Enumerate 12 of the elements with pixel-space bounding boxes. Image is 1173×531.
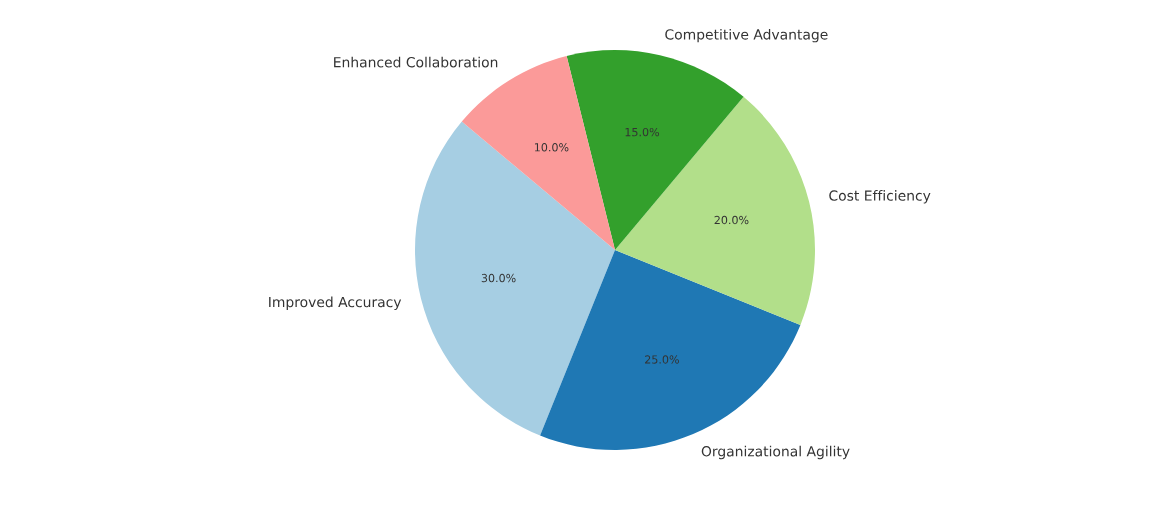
slice-label: Organizational Agility <box>701 445 850 460</box>
data-label: 25.0% <box>645 355 679 364</box>
pie-slice <box>415 121 615 436</box>
slice-label: Improved Accuracy <box>269 296 402 310</box>
data-label: 30.0% <box>481 273 516 283</box>
data-label: 20.0% <box>714 215 749 225</box>
slice-label: Cost Efficiency <box>829 190 931 204</box>
data-label: 10.0% <box>534 143 569 152</box>
data-label: 15.0% <box>625 127 660 137</box>
slice-label: Competitive Advantage <box>665 28 828 43</box>
pie-slice <box>615 96 815 325</box>
slice-label: Enhanced Collaboration <box>334 56 498 68</box>
